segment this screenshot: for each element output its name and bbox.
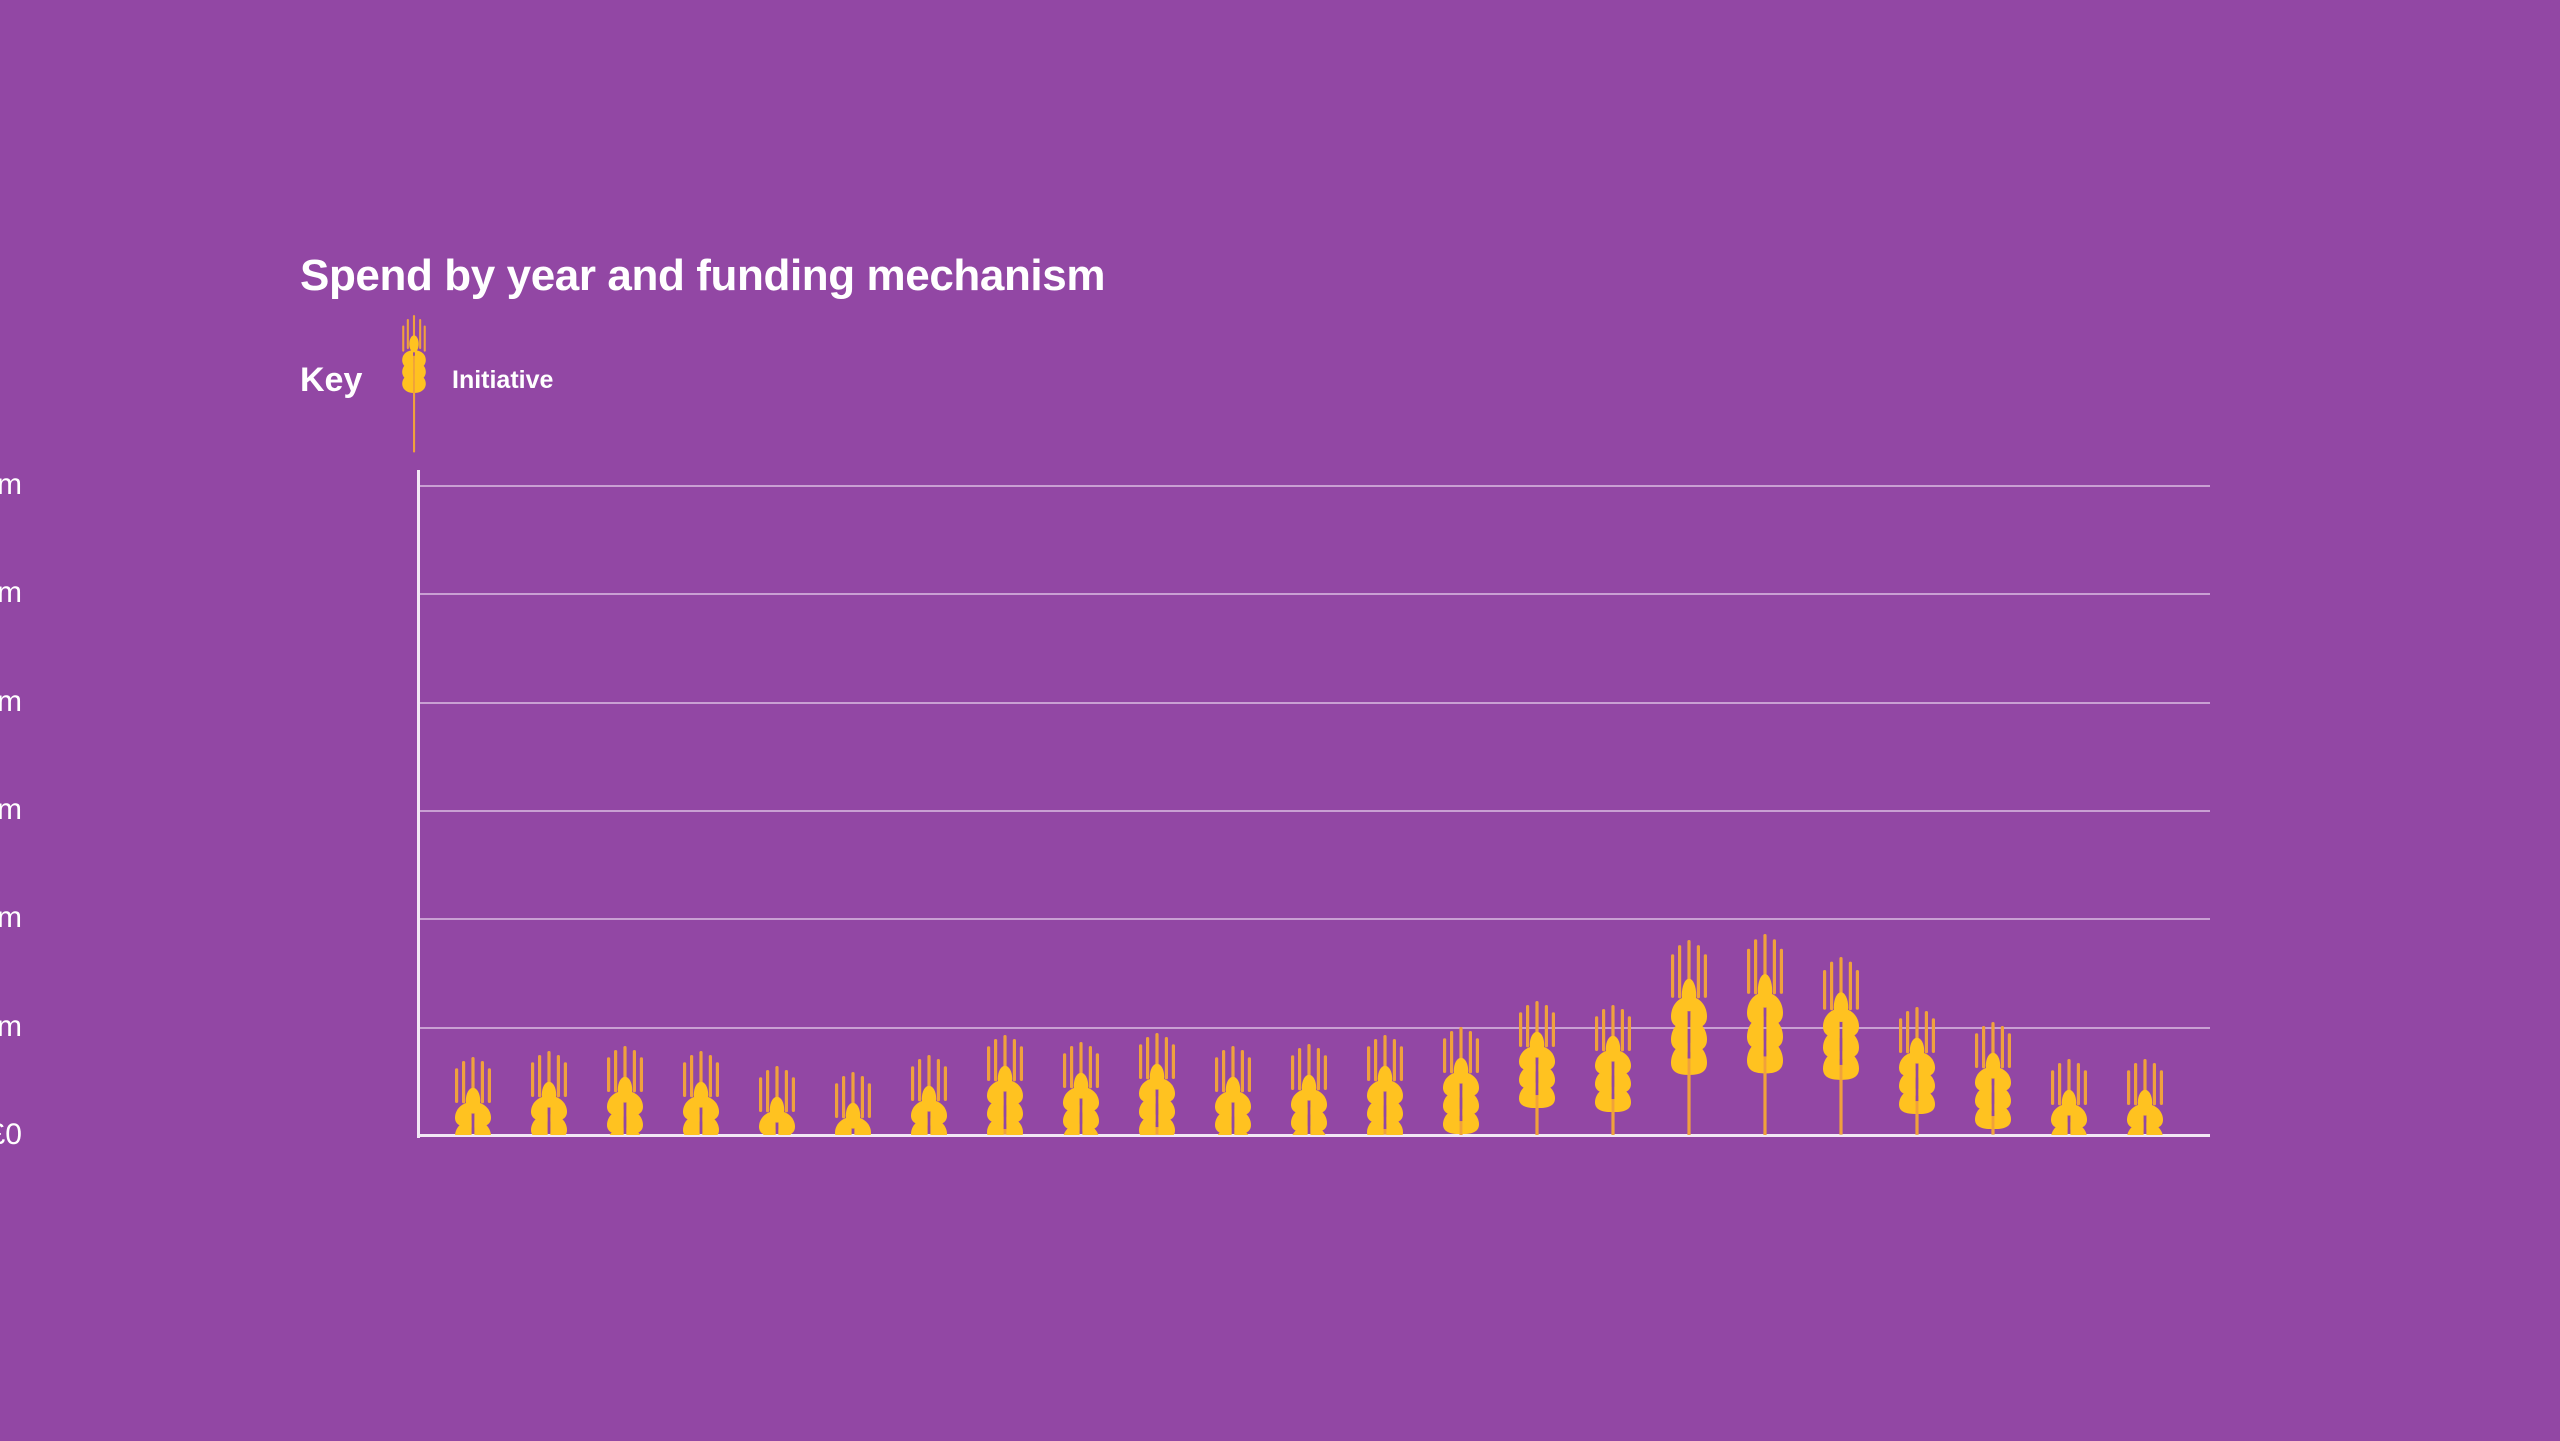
wheat-data-mark[interactable] bbox=[824, 1072, 882, 1135]
wheat-data-mark[interactable] bbox=[1584, 1005, 1642, 1135]
gridline bbox=[420, 918, 2210, 921]
gridline bbox=[420, 1026, 2210, 1029]
gridline bbox=[420, 810, 2210, 812]
wheat-data-mark[interactable] bbox=[976, 1035, 1034, 1135]
wheat-data-mark[interactable] bbox=[1964, 1022, 2022, 1135]
legend: Key bbox=[300, 352, 362, 408]
y-axis-tick-label: £15m bbox=[0, 793, 22, 826]
wheat-data-mark[interactable] bbox=[1280, 1044, 1338, 1135]
y-axis-tick-label: £25m bbox=[0, 576, 22, 610]
wheat-data-mark[interactable] bbox=[1660, 940, 1718, 1135]
wheat-data-mark[interactable] bbox=[596, 1046, 654, 1135]
page-title: Spend by year and funding mechanism bbox=[300, 251, 1106, 300]
y-axis-tick-label: £0 bbox=[0, 1118, 22, 1151]
wheat-data-mark[interactable] bbox=[1356, 1035, 1414, 1135]
wheat-data-mark[interactable] bbox=[1432, 1026, 1490, 1135]
x-axis-line bbox=[417, 1134, 2210, 1137]
legend-item-label: Initiative bbox=[452, 366, 554, 394]
wheat-data-mark[interactable] bbox=[1812, 957, 1870, 1135]
wheat-icon bbox=[395, 315, 433, 455]
y-axis-tick-label: £20m bbox=[0, 684, 22, 718]
y-axis-line bbox=[417, 470, 420, 1138]
y-axis-tick-label: £30m bbox=[0, 468, 22, 501]
gridline bbox=[420, 485, 2210, 487]
wheat-data-mark[interactable] bbox=[1052, 1041, 1110, 1135]
wheat-data-mark[interactable] bbox=[2116, 1059, 2174, 1135]
wheat-data-mark[interactable] bbox=[748, 1065, 806, 1135]
wheat-data-mark[interactable] bbox=[1508, 1000, 1566, 1135]
gridline bbox=[420, 701, 2210, 704]
gridline bbox=[420, 593, 2210, 596]
wheat-data-mark[interactable] bbox=[1736, 933, 1794, 1135]
wheat-data-mark[interactable] bbox=[444, 1057, 502, 1135]
wheat-data-mark[interactable] bbox=[2040, 1059, 2098, 1135]
y-axis-tick-label: £5m bbox=[0, 1009, 22, 1043]
wheat-data-mark[interactable] bbox=[672, 1050, 730, 1135]
wheat-data-mark[interactable] bbox=[900, 1054, 958, 1135]
plot-area: £30m£25m£20m£15m£10m£5m£0 2000 bbox=[0, 468, 2210, 1151]
y-axis-tick-label: £10m bbox=[0, 901, 22, 935]
legend-title: Key bbox=[300, 360, 363, 399]
wheat-data-mark[interactable] bbox=[1204, 1046, 1262, 1135]
wheat-data-mark[interactable] bbox=[1888, 1007, 1946, 1135]
wheat-data-mark[interactable] bbox=[520, 1050, 578, 1135]
wheat-data-mark[interactable] bbox=[1128, 1033, 1186, 1135]
